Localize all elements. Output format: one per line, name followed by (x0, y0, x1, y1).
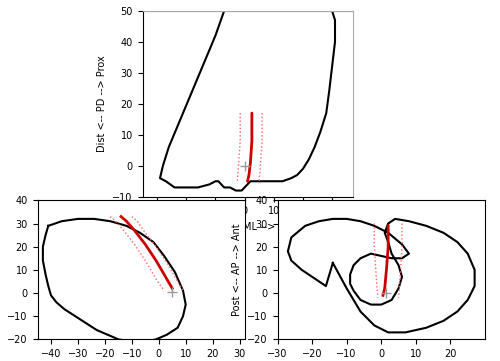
Y-axis label: Dist <-- PD --> Prox: Dist <-- PD --> Prox (97, 55, 107, 152)
Y-axis label: Post <-- AP --> Ant: Post <-- AP --> Ant (232, 223, 241, 316)
X-axis label: Med <-- ML --> Lat: Med <-- ML --> Lat (201, 222, 294, 232)
Y-axis label: Post <-- AP --> Ant: Post <-- AP --> Ant (0, 223, 2, 316)
Bar (142, 6, 352, 11)
